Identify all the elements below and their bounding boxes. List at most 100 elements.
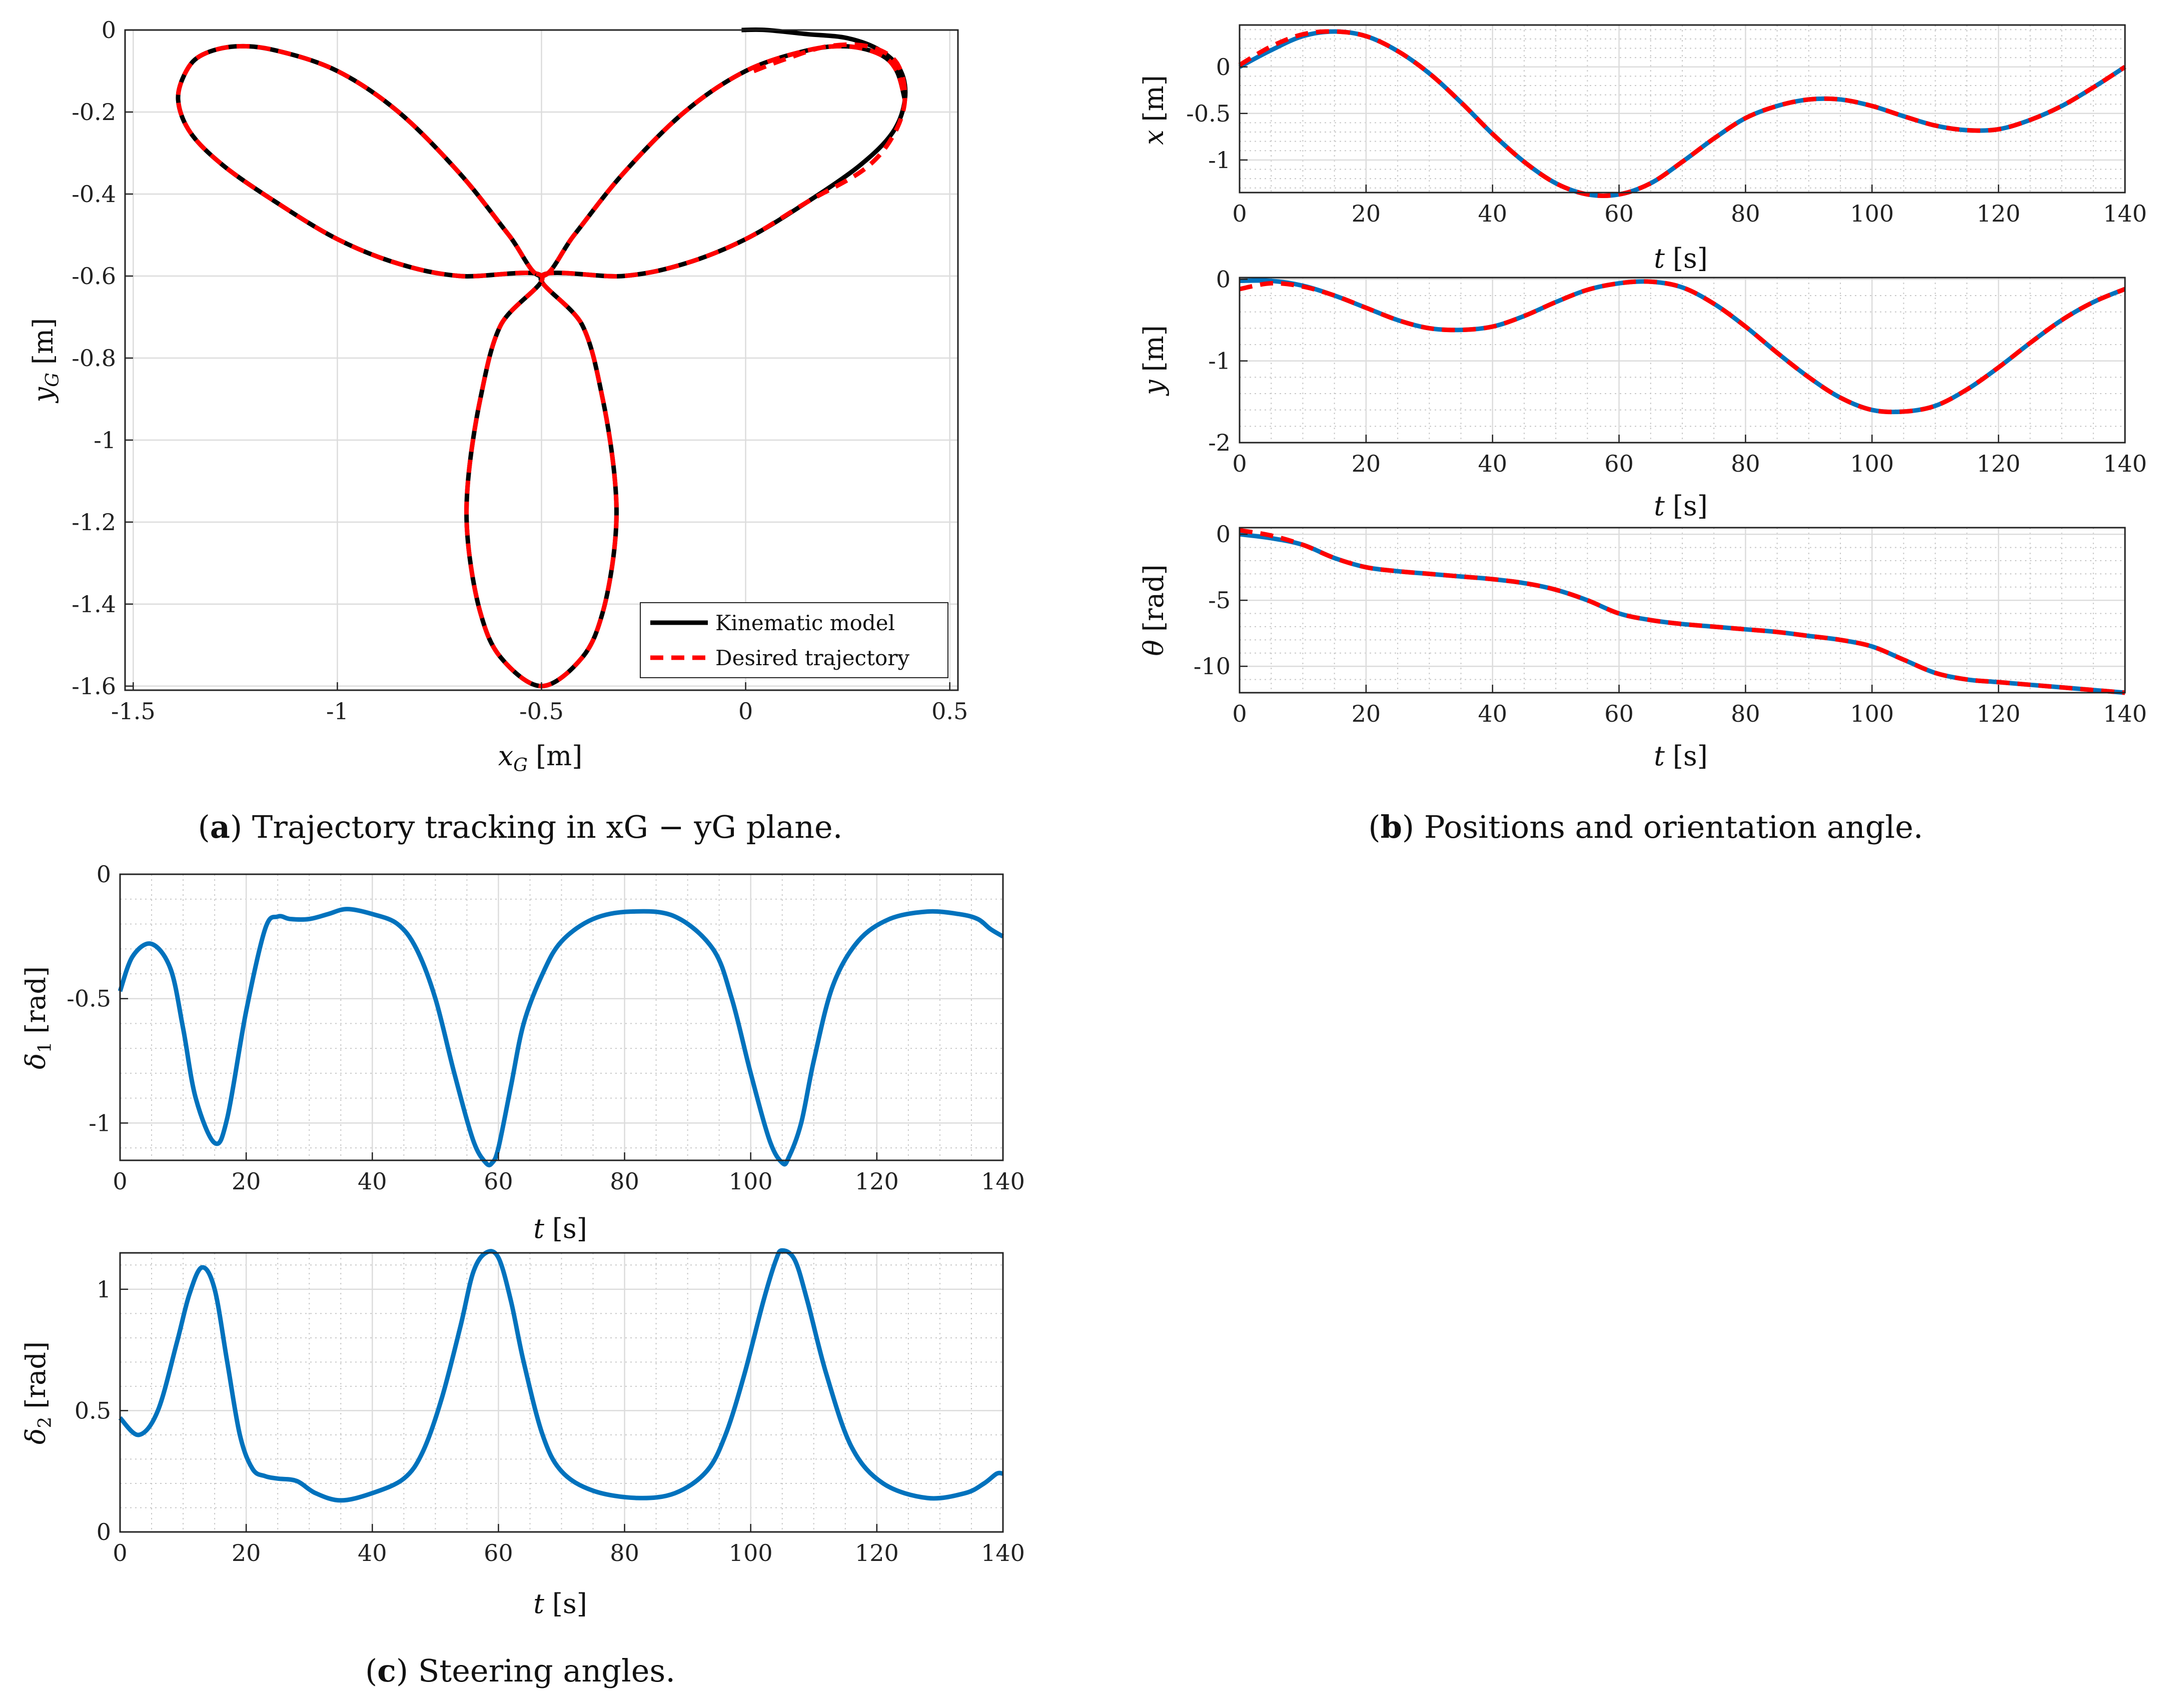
x-tick-label: 120 (1976, 450, 2020, 477)
panel-b1-grid (1239, 25, 2126, 193)
y-tick-label: 0 (1216, 521, 1231, 548)
x-tick-label: 60 (1604, 200, 1634, 227)
x-tick-label: -1 (326, 698, 349, 725)
panel-b1-series (1238, 29, 2126, 198)
y-tick-label: -0.5 (1186, 100, 1231, 127)
panel-b1-xticks: 0 20 40 60 80 100 120 140 (1232, 185, 2147, 227)
x-tick-label: 0 (113, 1539, 127, 1566)
panel-a-ylabel: yG[m] (28, 318, 63, 404)
series-line-1 (118, 907, 1004, 1168)
y-tick-label: 0.5 (75, 1397, 111, 1424)
x-tick-label: 40 (358, 1539, 387, 1566)
panel-c1-axes-box (119, 873, 1004, 1161)
x-tick-label: 100 (1850, 200, 1894, 227)
x-tick-label: -1.5 (111, 698, 156, 725)
x-tick-label: 40 (1478, 700, 1507, 727)
x-tick-label: 20 (1352, 450, 1381, 477)
x-tick-label: 140 (2103, 450, 2147, 477)
panel-b2-series (1239, 278, 2126, 415)
panel-a: -1.5 -1 -0.5 0 0.5 0 -0.2 -0.4 -0.6 -0.8 -1 -1.2 -1… (28, 17, 968, 845)
y-tick-label: 1 (97, 1276, 111, 1303)
x-tick-label: 120 (855, 1539, 899, 1566)
y-tick-label: -0.5 (67, 985, 111, 1012)
x-tick-label: 0.5 (931, 698, 968, 725)
panel-c1-ylabel: δ1[rad] (20, 966, 56, 1069)
panel-c2-xticks: 0 20 40 60 80 100 120 140 (113, 1524, 1025, 1566)
panel-c1-yticks: 0 -0.5 -1 (67, 861, 128, 1136)
y-tick-label: -0.4 (72, 181, 116, 208)
x-tick-label: 80 (1731, 450, 1760, 477)
y-tick-label: -5 (1208, 587, 1231, 614)
panel-b2-grid (1239, 278, 2126, 444)
y-tick-label: -1.6 (72, 673, 116, 700)
panel-a-xticks: -1.5 -1 -0.5 0 0.5 (111, 682, 968, 725)
panel-b3-axes-box (1239, 527, 2126, 694)
y-tick-label: -1 (94, 427, 116, 454)
series-line-1 (1239, 278, 2126, 415)
y-tick-label: 0 (97, 1518, 111, 1545)
panel-b1-ylabel: x[m] (1138, 75, 1170, 145)
x-tick-label: -0.5 (519, 698, 564, 725)
y-tick-label: -1 (89, 1109, 111, 1136)
y-tick-label: -0.8 (72, 345, 116, 372)
panel-b1-xlabel: t [s] (1654, 243, 1708, 274)
legend-box (640, 602, 948, 678)
panel-c2-series (118, 1248, 1003, 1503)
x-tick-label: 140 (981, 1539, 1025, 1566)
panel-b3-ylabel: θ[rad] (1138, 564, 1170, 656)
y-tick-label: -1.2 (72, 509, 116, 536)
x-tick-label: 100 (1850, 700, 1894, 727)
panel-a-caption: (a) Trajectory tracking in xG − yG plane… (198, 809, 843, 845)
panel-b3-yticks: 0 -5 -10 (1194, 521, 1248, 680)
panel-b3-series (1239, 528, 2125, 695)
panel-a-yticks: 0 -0.2 -0.4 -0.6 -0.8 -1 -1.2 -1.4 -1.6 (72, 17, 133, 700)
panel-c1-grid (119, 873, 1004, 1160)
x-tick-label: 80 (1731, 200, 1760, 227)
x-tick-label: 80 (610, 1539, 639, 1566)
panel-a-series (176, 27, 908, 689)
x-tick-label: 100 (1850, 450, 1894, 477)
y-tick-label: 0 (1216, 266, 1231, 293)
x-tick-label: 120 (855, 1168, 899, 1195)
x-tick-label: 60 (484, 1539, 513, 1566)
panel-b3-xticks: 0 20 40 60 80 100 120 140 (1232, 685, 2147, 727)
x-tick-label: 40 (358, 1168, 387, 1195)
x-tick-label: 140 (2103, 700, 2147, 727)
legend-label-desired: Desired trajectory (715, 646, 909, 670)
x-tick-label: 100 (729, 1168, 773, 1195)
panel-b2: 0 20 40 60 80 100 120 140 0 -1 -2 t [s] y[m] (1138, 266, 2147, 522)
y-tick-label: -1 (1208, 348, 1231, 375)
x-tick-label: 40 (1478, 200, 1507, 227)
y-tick-label: -10 (1194, 653, 1231, 680)
y-tick-label: 0 (97, 861, 111, 888)
x-tick-label: 100 (729, 1539, 773, 1566)
panel-a-grid (125, 29, 958, 690)
y-tick-label: 0 (102, 17, 116, 44)
y-tick-label: -0.6 (72, 263, 116, 290)
panel-b2-xticks: 0 20 40 60 80 100 120 140 (1232, 435, 2147, 477)
x-tick-label: 60 (484, 1168, 513, 1195)
x-tick-label: 0 (1232, 200, 1247, 227)
panel-b-caption: (b) Positions and orientation angle. (1368, 809, 1923, 845)
x-tick-label: 20 (1352, 700, 1381, 727)
x-tick-label: 0 (738, 698, 753, 725)
panel-b1-axes-box (1239, 24, 2126, 194)
x-tick-label: 20 (1352, 200, 1381, 227)
panel-c2-grid (119, 1253, 1004, 1533)
panel-c2-ylabel: δ2[rad] (20, 1341, 56, 1444)
y-tick-label: -0.2 (72, 99, 116, 126)
panel-b2-yticks: 0 -1 -2 (1208, 266, 1248, 456)
x-tick-label: 80 (1731, 700, 1760, 727)
panel-c1-series (118, 907, 1004, 1168)
series-line-2 (1238, 29, 2126, 198)
panel-b3-grid (1239, 528, 2126, 693)
series-line-1 (118, 1248, 1003, 1503)
panel-c1-xticks: 0 20 40 60 80 100 120 140 (113, 1152, 1025, 1195)
legend-label-kinematic: Kinematic model (715, 611, 895, 635)
y-tick-label: -1.4 (72, 591, 116, 618)
panel-c-caption: (c) Steering angles. (365, 1652, 675, 1689)
x-tick-label: 0 (1232, 700, 1247, 727)
x-tick-label: 0 (113, 1168, 127, 1195)
x-tick-label: 60 (1604, 450, 1634, 477)
